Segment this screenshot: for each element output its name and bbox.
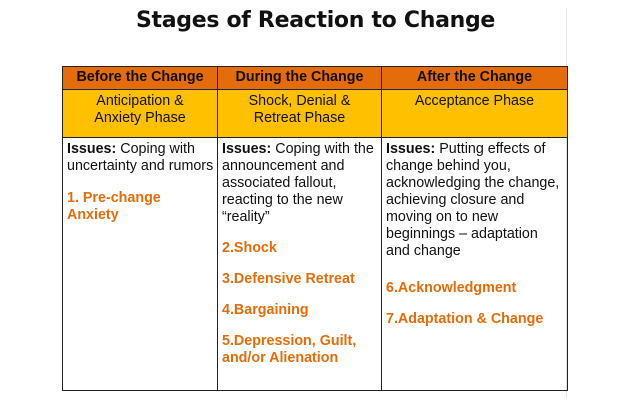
issues-label: Issues:: [386, 141, 436, 157]
issues-text: Coping with the announcement and associa…: [222, 141, 374, 225]
issues: Issues: Coping with uncertainty and rumo…: [67, 141, 214, 175]
phase-cell: Acceptance Phase: [381, 89, 568, 138]
stages-table: Before the Change During the Change After …: [62, 66, 568, 391]
column-header: During the Change: [217, 66, 382, 90]
phase-cell: Shock, Denial & Retreat Phase: [217, 89, 382, 138]
phase-label: Anticipation & Anxiety Phase: [94, 93, 186, 126]
issues-label: Issues:: [67, 141, 117, 157]
stage: 6.Acknowledgment: [386, 280, 517, 296]
phase-row: Anticipation & Anxiety Phase Shock, Denia…: [62, 89, 568, 138]
phase-cell: Anticipation & Anxiety Phase: [62, 89, 218, 138]
column-body: Issues: Coping with uncertainty and rumo…: [62, 137, 218, 391]
issues: Issues: Coping with the announcement and…: [222, 141, 378, 226]
issues-text: Putting effects of change behind you, ac…: [386, 141, 560, 259]
column-header: After the Change: [381, 66, 568, 90]
phase-label: Shock, Denial & Retreat Phase: [248, 93, 351, 126]
phase-label: Acceptance Phase: [414, 93, 535, 109]
column-header: Before the Change: [62, 66, 218, 90]
stage: 3.Defensive Retreat: [222, 271, 355, 287]
stage: 1. Pre-change Anxiety: [67, 190, 161, 223]
stage: 2.Shock: [222, 240, 277, 256]
stage: 4.Bargaining: [222, 302, 309, 318]
body-row: Issues: Coping with uncertainty and rumo…: [62, 137, 568, 391]
column-body: Issues: Coping with the announcement and…: [217, 137, 382, 391]
stage: 7.Adaptation & Change: [386, 311, 544, 327]
stage: 5.Depression, Guilt, and/or Alienation: [222, 333, 357, 366]
title: Stages of Reaction to Change: [135, 8, 496, 33]
column-body: Issues: Putting effects of change behind…: [381, 137, 568, 391]
header-row: Before the Change During the Change After …: [62, 66, 568, 90]
issues-label: Issues:: [222, 141, 272, 157]
issues-text: Coping with uncertainty and rumors: [67, 141, 214, 174]
issues: Issues: Putting effects of change behind…: [386, 141, 564, 260]
